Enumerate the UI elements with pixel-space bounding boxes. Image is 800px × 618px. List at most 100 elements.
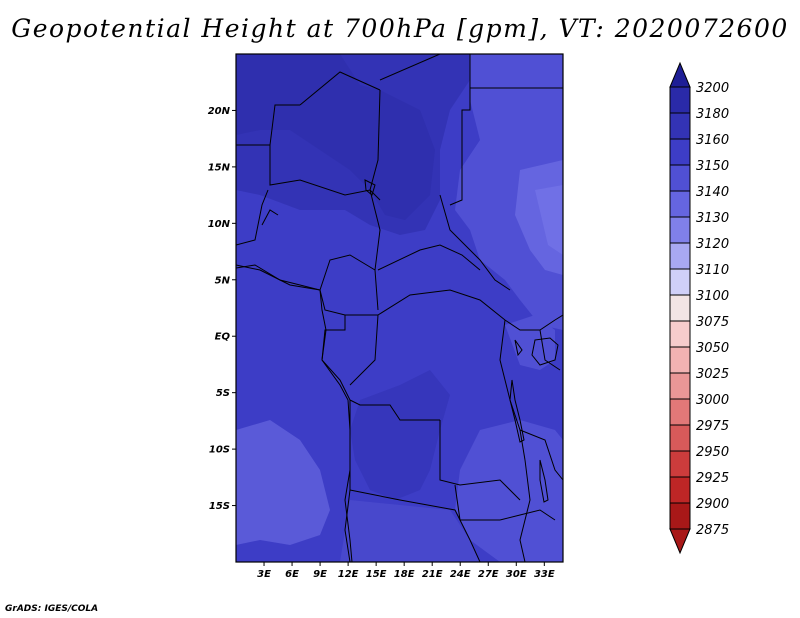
colorbar-level-label: 3180 [696,107,729,122]
colorbar-level-label: 3050 [696,341,729,356]
boundary-line [519,459,531,562]
lakes [364,179,559,503]
field-region-central-high [350,370,450,500]
y-tick-label: 10S [209,445,230,456]
boundary-line [349,314,379,386]
boundary-line [369,189,381,311]
x-tick-label: 24E [450,569,471,580]
coastline [236,264,353,562]
field-region-south-low [340,500,480,562]
boundary-line [319,254,376,291]
x-tick-label: 21E [422,569,443,580]
boundary-line [499,509,556,521]
map-plot-area [236,54,563,562]
field-region-east-low [455,54,563,330]
map-frame [235,53,564,563]
colorbar-level-label: 3130 [696,211,729,226]
x-tick-label: 12E [338,569,359,580]
y-tick-label: 5S [216,388,230,399]
colorbar-segment [669,112,691,140]
y-tick-label: 15S [209,501,230,512]
map-title: Geopotential Height at 700hPa [gpm], VT:… [11,14,789,43]
colorbar-segment [669,268,691,296]
boundary-line [539,329,561,371]
boundary-line [454,484,500,521]
colorbar-segment [669,450,691,478]
lake-chad [364,179,376,196]
x-tick-label: 27E [478,569,499,580]
boundary-line [236,104,300,146]
lake-malawi [539,459,549,503]
boundary-line [369,89,381,191]
lake-albert [514,339,523,357]
boundary-line [439,420,521,501]
field-region-southeast-low [455,420,563,562]
colorbar-level-label: 2950 [696,445,729,460]
boundary-line [269,145,381,201]
longitude-axis: 3E 6E 9E 12E 15E 18E 21E 24E 27E 30E 33E [257,562,555,580]
x-tick-label: 33E [534,569,555,580]
x-tick-label: 30E [506,569,527,580]
country-boundaries [236,54,563,562]
colorbar-segment [669,476,691,504]
boundary-line [449,54,471,206]
field-region-north-core [236,54,435,220]
boundary-line [299,71,381,106]
y-tick-label: 10N [208,219,231,230]
colorbar-segment [669,242,691,270]
boundary-line [261,209,279,226]
boundary-line [349,489,481,562]
colorbar-level-label: 2925 [696,471,729,486]
y-tick-label: 20N [208,106,231,117]
boundary-line [377,289,506,321]
colorbar-segment [669,138,691,166]
colorbar-segment [669,346,691,374]
y-tick-label: 5N [215,275,231,286]
colorbar-level-label: 2900 [696,497,729,512]
colorbar-level-label: 3075 [696,315,729,330]
x-tick-label: 18E [394,569,415,580]
x-tick-label: 9E [313,569,327,580]
colorbar-level-label: 3140 [696,185,729,200]
boundary-line [349,399,440,421]
colorbar-top-arrow [669,61,691,88]
colorbar-segment [669,216,691,244]
colorbar-segment [669,372,691,400]
colorbar-segment [669,190,691,218]
boundary-line [236,189,269,246]
lake-tanganyika [509,379,525,443]
colorbar-level-label: 3120 [696,237,729,252]
colorbar-level-label: 3000 [696,393,729,408]
y-tick-label: 15N [208,162,231,173]
colorbar: 3200 3180 3160 3150 3140 3130 3120 3110 3100 3075… [669,61,729,555]
lake-victoria [531,337,559,366]
boundary-line [377,244,481,271]
colorbar-level-label: 3110 [696,263,729,278]
colorbar-level-label: 3100 [696,289,729,304]
field-region-east-lowest [535,185,563,255]
boundary-line [519,429,563,481]
x-tick-label: 6E [285,569,299,580]
field-region-southwest-low [236,420,330,545]
colorbar-level-label: 3160 [696,133,729,148]
boundary-line [439,194,511,291]
colorbar-level-label: 3025 [696,367,729,382]
latitude-axis: 20N 15N 10N 5N EQ 5S 10S 15S [208,106,236,512]
colorbar-level-label: 2875 [696,523,729,538]
colorbar-segment [669,398,691,426]
boundary-line [319,289,378,316]
grads-credit: GrADS: IGES/COLA [5,604,99,614]
colorbar-level-label: 3200 [696,81,729,96]
colorbar-level-label: 3150 [696,159,729,174]
y-tick-label: EQ [215,332,231,343]
x-tick-label: 3E [257,569,271,580]
colorbar-segment [669,294,691,322]
colorbar-segment [669,164,691,192]
colorbar-level-label: 2975 [696,419,729,434]
colorbar-segment [669,424,691,452]
colorbar-segment [669,86,691,114]
boundary-line [379,54,441,81]
colorbar-segment [669,320,691,348]
colorbar-segment [669,502,691,530]
